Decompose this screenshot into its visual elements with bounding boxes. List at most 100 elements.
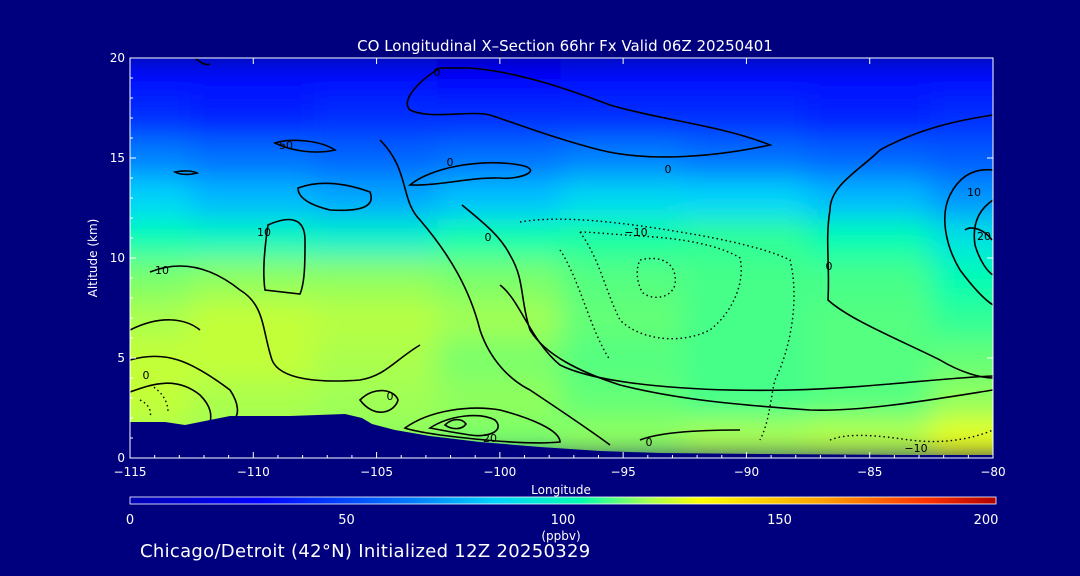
- heatmap-cell: [930, 337, 993, 379]
- heatmap-cell: [807, 417, 933, 458]
- heatmap-cell: [190, 377, 316, 419]
- x-tick-label: −115: [114, 465, 147, 479]
- y-tick-label: 10: [110, 251, 125, 265]
- contour-label: 0: [485, 231, 492, 244]
- heatmap-cell: [437, 217, 563, 259]
- contour-line: [639, 429, 741, 441]
- x-axis: −115 −110 −105 −100 −95 −90 −85 −80: [114, 58, 1006, 479]
- heatmap-cell: [930, 97, 993, 139]
- heatmap-cell: [930, 217, 993, 259]
- heatmap-cell: [313, 137, 440, 179]
- x-tick-label: −100: [483, 465, 516, 479]
- heatmap-cell: [683, 177, 810, 219]
- contour-line: [499, 284, 993, 392]
- heatmap-cell: [313, 257, 440, 299]
- co-contours: [130, 58, 993, 446]
- heatmap-cell: [683, 377, 810, 419]
- contour-line: [443, 418, 467, 430]
- colorbar-gradient: [129, 496, 997, 505]
- y-tick-label: 20: [110, 51, 125, 65]
- heatmap-cell: [683, 417, 810, 458]
- contour-label: −10: [904, 442, 927, 455]
- y-tick-label: 5: [117, 351, 125, 365]
- contour-line: [826, 114, 993, 379]
- heatmap-cell: [313, 97, 440, 139]
- heatmap-cell: [190, 97, 316, 139]
- colorbar-tick-label: 50: [338, 513, 355, 528]
- heatmap-cell: [130, 177, 193, 219]
- heatmap-cell: [807, 217, 933, 259]
- heatmap-cell: [437, 137, 563, 179]
- x-tick-label: −80: [980, 465, 1005, 479]
- colorbar-tick-label: 100: [551, 513, 576, 528]
- contour-line: [427, 414, 499, 437]
- heatmap-cell: [190, 217, 316, 259]
- contour-line: [130, 382, 212, 426]
- co-heatmap: [130, 58, 993, 458]
- heatmap-cell: [560, 257, 686, 299]
- heatmap-cell: [807, 337, 933, 379]
- heatmap-cell: [560, 297, 686, 339]
- y-tick-label: 15: [110, 151, 125, 165]
- contour-label: 20: [977, 230, 991, 243]
- contour-labels: 0 10 10 50 0 0 0 0 −10 0 10 20 0 0 20 −1…: [143, 66, 992, 455]
- heatmap-cell: [683, 217, 810, 259]
- contour-line: [130, 355, 239, 419]
- contour-label: 0: [387, 390, 394, 403]
- contour-label: 10: [257, 226, 271, 239]
- heatmap-cell: [560, 58, 686, 99]
- heatmap-cell: [930, 297, 993, 339]
- heatmap-cell: [807, 58, 933, 99]
- heatmap-cell: [807, 97, 933, 139]
- heatmap-cell: [437, 337, 563, 379]
- contour-label: 10: [155, 264, 169, 277]
- heatmap-cell: [807, 137, 933, 179]
- contour-label: 0: [665, 163, 672, 176]
- contour-line: [944, 168, 993, 306]
- contour-label: 20: [483, 432, 497, 445]
- contour-line: [973, 199, 993, 276]
- colorbar-ticks: 0 50 100 150 200: [126, 513, 999, 528]
- x-tick-label: −85: [857, 465, 882, 479]
- y-axis: 0 5 10 15 20: [110, 51, 993, 465]
- plot-area: 0 10 10 50 0 0 0 0 −10 0 10 20 0 0 20 −1…: [130, 58, 993, 458]
- heatmap-cell: [560, 177, 686, 219]
- contour-label: −10: [624, 226, 647, 239]
- heatmap-cell: [437, 297, 563, 339]
- heatmap-cell: [313, 297, 440, 339]
- heatmap-cell: [807, 297, 933, 339]
- contour-line: [262, 218, 306, 295]
- x-tick-label: −95: [610, 465, 635, 479]
- heatmap-cell: [683, 337, 810, 379]
- heatmap-cell: [930, 177, 993, 219]
- heatmap-cell: [313, 337, 440, 379]
- x-tick-label: −90: [734, 465, 759, 479]
- contour-line: [964, 227, 993, 241]
- footer-caption: Chicago/Detroit (42°N) Initialized 12Z 2…: [140, 541, 591, 562]
- heatmap-cell: [190, 137, 316, 179]
- y-tick-label: 0: [117, 451, 125, 465]
- heatmap-cell: [807, 377, 933, 419]
- contour-label: 10: [967, 186, 981, 199]
- contour-label: 0: [447, 156, 454, 169]
- heatmap-cell: [560, 377, 686, 419]
- y-axis-label: Altitude (km): [86, 219, 100, 298]
- x-tick-label: −105: [360, 465, 393, 479]
- heatmap-cell: [683, 297, 810, 339]
- heatmap-cell: [130, 137, 193, 179]
- colorbar-tick-label: 0: [126, 513, 134, 528]
- heatmap-cell: [130, 297, 193, 339]
- heatmap-cell: [313, 377, 440, 419]
- x-tick-label: −110: [237, 465, 270, 479]
- heatmap-cell: [130, 217, 193, 259]
- contour-line: [379, 139, 611, 446]
- contour-line: [358, 389, 399, 413]
- heatmap-cell: [190, 257, 316, 299]
- heatmap-cell: [437, 177, 563, 219]
- heatmap-cell: [930, 417, 993, 458]
- heatmap-cell: [683, 257, 810, 299]
- heatmap-cell: [560, 137, 686, 179]
- colorbar-units: (ppbv): [541, 529, 580, 543]
- x-axis-label: Longitude: [531, 483, 591, 497]
- heatmap-cell: [683, 137, 810, 179]
